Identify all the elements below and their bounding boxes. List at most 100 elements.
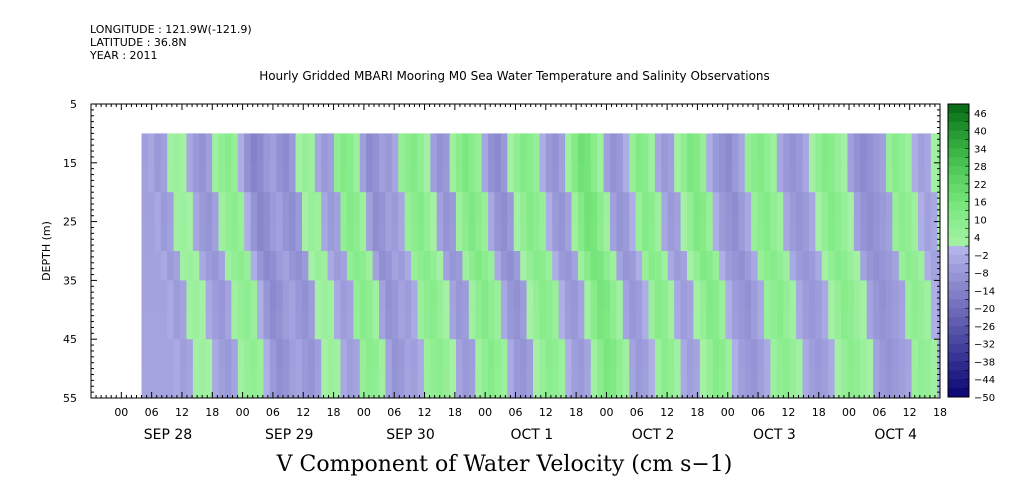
heatmap-cell xyxy=(885,133,893,164)
heatmap-cell xyxy=(719,309,727,340)
heatmap-cell xyxy=(430,192,438,223)
heatmap-cell xyxy=(462,251,470,281)
heatmap-cell xyxy=(757,309,765,340)
colorbar-swatch xyxy=(948,254,969,265)
heatmap-cell xyxy=(366,221,374,252)
heatmap-cell xyxy=(417,368,425,398)
colorbar-label: 16 xyxy=(974,198,987,209)
heatmap-cell xyxy=(385,162,393,193)
heatmap-cell xyxy=(744,133,752,164)
heatmap-cell xyxy=(879,280,887,311)
heatmap-cell xyxy=(738,133,746,164)
heatmap-cell xyxy=(622,133,630,164)
heatmap-cell xyxy=(783,280,791,311)
heatmap-cell xyxy=(719,280,727,311)
heatmap-cell xyxy=(321,192,329,223)
heatmap-cell xyxy=(847,251,855,281)
x-day-label: SEP 29 xyxy=(265,427,313,443)
heatmap-cell xyxy=(269,133,277,164)
x-hour-label: 12 xyxy=(418,406,432,419)
heatmap-cell xyxy=(687,221,695,252)
colorbar-swatch xyxy=(948,210,969,220)
heatmap-cell xyxy=(796,162,804,193)
heatmap-cell xyxy=(712,251,720,281)
heatmap-cell xyxy=(430,133,438,164)
heatmap-cell xyxy=(764,133,772,164)
heatmap-cell xyxy=(385,280,393,311)
heatmap-cell xyxy=(680,280,688,311)
heatmap-cell xyxy=(847,339,855,370)
heatmap-cell xyxy=(443,221,451,252)
heatmap-cell xyxy=(391,162,399,193)
heatmap-cell xyxy=(141,280,149,311)
heatmap-cell xyxy=(263,251,271,281)
heatmap-cell xyxy=(289,162,297,193)
heatmap-cell xyxy=(821,339,829,370)
heatmap-cell xyxy=(744,339,752,370)
heatmap-cell xyxy=(449,339,457,370)
heatmap-cell xyxy=(616,309,624,340)
heatmap-cell xyxy=(699,251,707,281)
heatmap-cell xyxy=(918,162,926,193)
heatmap-cell xyxy=(879,309,887,340)
heatmap-cell xyxy=(147,339,155,370)
heatmap-cell xyxy=(635,133,643,164)
heatmap-cell xyxy=(841,280,849,311)
heatmap-cell xyxy=(911,339,919,370)
x-hour-label: 12 xyxy=(296,406,310,419)
heatmap-cell xyxy=(764,251,772,281)
heatmap-cell xyxy=(565,133,573,164)
heatmap-cell xyxy=(449,280,457,311)
heatmap-cell xyxy=(898,368,906,398)
heatmap-cell xyxy=(635,280,643,311)
heatmap-cell xyxy=(154,309,162,340)
heatmap-cell xyxy=(847,133,855,164)
heatmap-cell xyxy=(513,192,521,223)
heatmap-cell xyxy=(346,368,354,398)
heatmap-cell xyxy=(687,309,695,340)
heatmap-cell xyxy=(346,192,354,223)
x-day-label: OCT 1 xyxy=(510,427,553,443)
y-axis-label: DEPTH (m) xyxy=(40,221,53,281)
heatmap-cell xyxy=(815,368,823,398)
heatmap-cell xyxy=(141,192,149,223)
heatmap-cell xyxy=(417,280,425,311)
heatmap-cell xyxy=(180,309,188,340)
heatmap-cell xyxy=(404,280,412,311)
heatmap-cell xyxy=(853,251,861,281)
heatmap-cell xyxy=(680,309,688,340)
heatmap-cell xyxy=(205,368,213,398)
heatmap-cell xyxy=(526,251,534,281)
heatmap-cell xyxy=(526,309,534,340)
colorbar-swatch xyxy=(948,157,969,167)
heatmap-cell xyxy=(154,251,162,281)
heatmap-cell xyxy=(725,162,733,193)
heatmap-cell xyxy=(526,221,534,252)
heatmap-cell xyxy=(173,133,181,164)
heatmap-cell xyxy=(276,280,284,311)
heatmap-cell xyxy=(841,309,849,340)
heatmap-cell xyxy=(167,368,175,398)
heatmap-cell xyxy=(905,162,913,193)
heatmap-cell xyxy=(937,280,940,311)
x-hour-label: 18 xyxy=(812,406,826,419)
heatmap-cell xyxy=(398,309,406,340)
heatmap-cell xyxy=(731,368,739,398)
heatmap-cell xyxy=(885,192,893,223)
x-day-label: OCT 2 xyxy=(632,427,675,443)
heatmap-cell xyxy=(770,192,778,223)
heatmap-cell xyxy=(629,368,637,398)
heatmap-cell xyxy=(141,162,149,193)
heatmap-cell xyxy=(667,368,675,398)
heatmap-cell xyxy=(449,192,457,223)
y-tick-label: 5 xyxy=(70,98,77,111)
colorbar-swatch xyxy=(948,201,969,211)
heatmap-cell xyxy=(199,339,207,370)
heatmap-cell xyxy=(905,368,913,398)
heatmap-cell xyxy=(507,339,515,370)
heatmap-cell xyxy=(764,280,772,311)
heatmap-cell xyxy=(398,251,406,281)
heatmap-cell xyxy=(802,251,810,281)
heatmap-cell xyxy=(250,133,258,164)
heatmap-cell xyxy=(622,368,630,398)
